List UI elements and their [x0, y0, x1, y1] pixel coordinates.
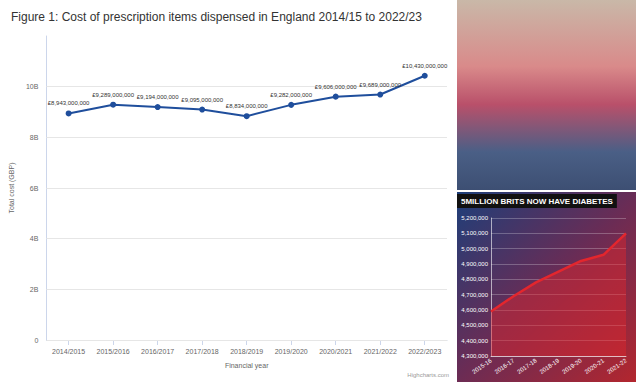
svg-text:2014/2015: 2014/2015	[52, 348, 85, 355]
svg-text:2018-19: 2018-19	[539, 357, 561, 375]
svg-text:4,300,000: 4,300,000	[461, 353, 488, 359]
svg-text:2015/2016: 2015/2016	[97, 348, 130, 355]
svg-text:2019-20: 2019-20	[561, 357, 583, 375]
svg-text:2021/2022: 2021/2022	[364, 348, 397, 355]
svg-text:4,900,000: 4,900,000	[461, 261, 488, 267]
svg-text:4,700,000: 4,700,000	[461, 292, 488, 298]
svg-text:2019/2020: 2019/2020	[275, 348, 308, 355]
svg-text:2017-18: 2017-18	[516, 357, 538, 375]
svg-text:4,600,000: 4,600,000	[461, 307, 488, 313]
svg-text:£9,289,000,000: £9,289,000,000	[92, 92, 134, 98]
svg-text:£9,282,000,000: £9,282,000,000	[270, 92, 312, 98]
svg-text:Highcharts.com: Highcharts.com	[407, 372, 449, 378]
svg-text:4,800,000: 4,800,000	[461, 276, 488, 282]
svg-text:£9,606,000,000: £9,606,000,000	[315, 84, 357, 90]
svg-text:£8,943,000,000: £8,943,000,000	[48, 100, 90, 106]
svg-text:2016/2017: 2016/2017	[141, 348, 174, 355]
svg-text:2017/2018: 2017/2018	[186, 348, 219, 355]
svg-text:£9,689,000,000: £9,689,000,000	[359, 82, 401, 88]
svg-text:2016-17: 2016-17	[494, 357, 516, 375]
svg-text:Figure 1: Cost of prescription: Figure 1: Cost of prescription items dis…	[11, 10, 422, 24]
svg-text:2B: 2B	[30, 286, 39, 293]
svg-text:2020/2021: 2020/2021	[319, 348, 352, 355]
svg-text:£8,834,000,000: £8,834,000,000	[226, 103, 268, 109]
svg-text:5,200,000: 5,200,000	[461, 215, 488, 221]
svg-text:4,400,000: 4,400,000	[461, 338, 488, 344]
svg-text:10B: 10B	[26, 83, 39, 90]
svg-text:£9,095,000,000: £9,095,000,000	[181, 97, 223, 103]
svg-text:5,100,000: 5,100,000	[461, 230, 488, 236]
svg-text:£10,430,000,000: £10,430,000,000	[402, 63, 448, 69]
svg-text:2021-22: 2021-22	[606, 357, 628, 375]
svg-text:5,000,000: 5,000,000	[461, 246, 488, 252]
svg-text:6B: 6B	[30, 185, 39, 192]
svg-text:2020-21: 2020-21	[584, 357, 606, 375]
svg-text:£9,194,000,000: £9,194,000,000	[137, 94, 179, 100]
svg-text:8B: 8B	[30, 134, 39, 141]
svg-text:2018/2019: 2018/2019	[230, 348, 263, 355]
svg-text:Financial year: Financial year	[225, 362, 269, 370]
svg-text:0: 0	[34, 337, 38, 344]
svg-text:Total cost (GBP): Total cost (GBP)	[8, 163, 16, 214]
svg-text:4B: 4B	[30, 235, 39, 242]
svg-text:4,500,000: 4,500,000	[461, 322, 488, 328]
svg-text:2015-16: 2015-16	[471, 357, 493, 375]
svg-text:2022/2023: 2022/2023	[408, 348, 441, 355]
svg-text:5MILLION BRITS NOW HAVE DIABET: 5MILLION BRITS NOW HAVE DIABETES	[461, 197, 614, 206]
